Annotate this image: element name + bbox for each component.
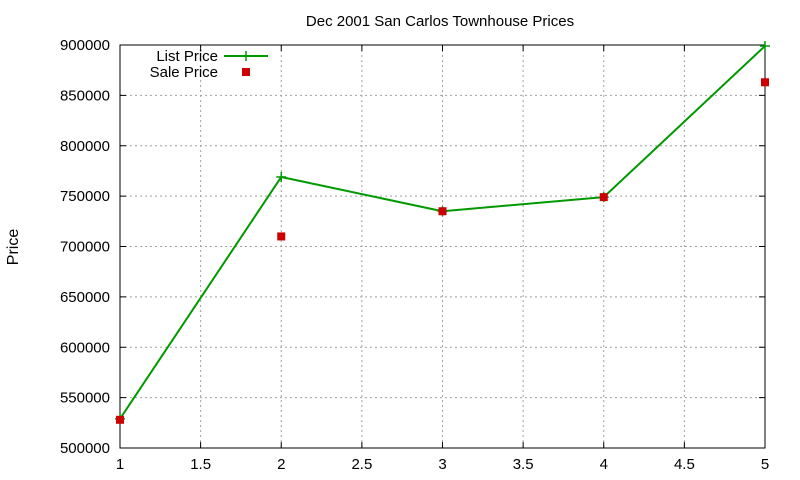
x-tick-label: 2 (277, 456, 285, 473)
y-tick-label: 650000 (60, 289, 110, 306)
list-price-point (276, 171, 287, 182)
x-tick-label: 3.5 (513, 456, 534, 473)
sale-price-point (277, 232, 286, 241)
y-tick-label: 850000 (60, 87, 110, 104)
legend-label-list-price: List Price (156, 48, 218, 65)
x-tick-label: 5 (761, 456, 769, 473)
chart-title: Dec 2001 San Carlos Townhouse Prices (306, 13, 574, 30)
y-tick-label: 750000 (60, 188, 110, 205)
y-tick-label: 550000 (60, 390, 110, 407)
sale-price-point (438, 207, 447, 216)
grid-layer (120, 45, 765, 448)
x-tick-label: 4 (600, 456, 608, 473)
y-tick-label: 600000 (60, 339, 110, 356)
series-layer (115, 41, 770, 424)
sale-price-point (599, 193, 608, 202)
y-tick-label: 800000 (60, 138, 110, 155)
y-axis-title: Price (5, 229, 22, 266)
tick-layer: 1 1.5 2 2.5 3 3.5 4 4.5 5 500000 550000 600000 65000… (60, 37, 769, 473)
y-tick-label: 700000 (60, 239, 110, 256)
sale-price-point (761, 78, 769, 87)
legend-label-sale-price: Sale Price (150, 64, 218, 81)
x-tick-label: 2.5 (351, 456, 372, 473)
x-tick-label: 3 (438, 456, 446, 473)
x-tick-label: 1 (116, 456, 124, 473)
x-tick-label: 4.5 (674, 456, 695, 473)
y-tick-label: 900000 (60, 37, 110, 54)
sale-price-point (116, 415, 124, 424)
y-tick-label: 500000 (60, 440, 110, 457)
legend-swatch-marker-list-price (241, 51, 251, 61)
legend-swatch-marker-sale-price (242, 68, 250, 76)
list-price-point (760, 41, 770, 52)
x-tick-label: 1.5 (190, 456, 211, 473)
